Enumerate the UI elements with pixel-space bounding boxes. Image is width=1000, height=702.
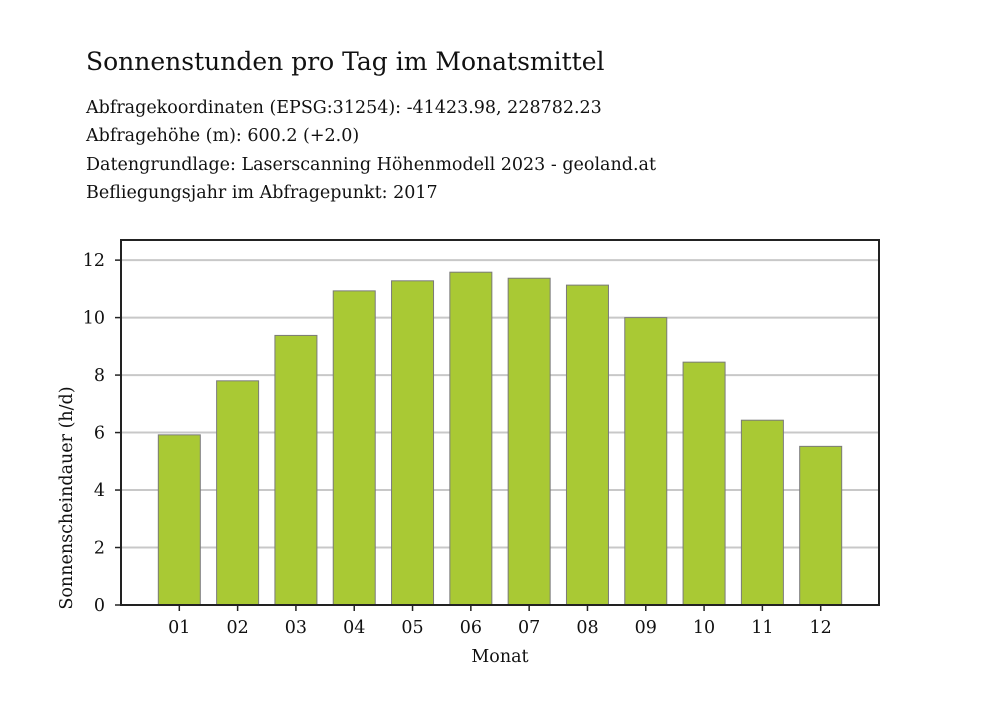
bar-month-01 <box>157 434 201 606</box>
info-flight-year: Befliegungsjahr im Abfragepunkt: 2017 <box>86 182 438 203</box>
y-tick-label: 4 <box>94 481 105 501</box>
x-axis-ticks: 01 02 03 04 05 06 07 08 09 10 11 12 <box>168 605 832 638</box>
bar-month-04 <box>332 290 376 606</box>
x-tick-label: 05 <box>401 618 423 638</box>
y-tick-label: 12 <box>83 251 105 271</box>
info-data-source: Datengrundlage: Laserscanning Höhenmodel… <box>86 154 656 175</box>
x-tick-label: 03 <box>285 618 307 638</box>
x-tick-label: 08 <box>576 618 598 638</box>
bar-month-07 <box>507 277 551 606</box>
bar-month-12 <box>799 445 843 606</box>
bar-month-11 <box>740 419 784 606</box>
bar-month-08 <box>565 284 609 606</box>
info-coordinates: Abfragekoordinaten (EPSG:31254): -41423.… <box>86 98 602 118</box>
x-tick-label: 09 <box>635 618 657 638</box>
bar-month-02 <box>216 380 260 606</box>
x-tick-label: 04 <box>343 618 365 638</box>
bar-month-09 <box>624 317 668 606</box>
x-tick-label: 07 <box>518 618 540 638</box>
plot-frame <box>120 239 880 606</box>
y-tick-label: 0 <box>94 596 105 616</box>
bar-month-06 <box>449 271 493 606</box>
x-tick-label: 06 <box>460 618 482 638</box>
bar-month-05 <box>391 280 435 606</box>
x-tick-label: 01 <box>168 618 190 638</box>
info-height: Abfragehöhe (m): 600.2 (+2.0) <box>86 126 360 147</box>
x-axis-label: Monat <box>471 647 528 667</box>
x-tick-label: 10 <box>693 618 715 638</box>
query-info: Abfragekoordinaten (EPSG:31254): -41423.… <box>86 94 656 207</box>
bar-month-03 <box>274 334 318 606</box>
y-tick-label: 8 <box>94 366 105 386</box>
x-tick-label: 12 <box>810 618 832 638</box>
bars <box>157 271 843 606</box>
x-tick-label: 02 <box>226 618 248 638</box>
x-tick-label: 11 <box>751 618 773 638</box>
y-axis-label: Sonnenscheindauer (h/d) <box>57 386 77 609</box>
bar-month-10 <box>682 361 726 606</box>
y-tick-label: 10 <box>83 309 105 329</box>
page-title: Sonnenstunden pro Tag im Monatsmittel <box>86 47 605 76</box>
y-tick-label: 6 <box>94 424 105 444</box>
y-tick-label: 2 <box>94 539 105 559</box>
y-axis-ticks: 0 2 4 6 8 10 12 <box>83 251 121 616</box>
